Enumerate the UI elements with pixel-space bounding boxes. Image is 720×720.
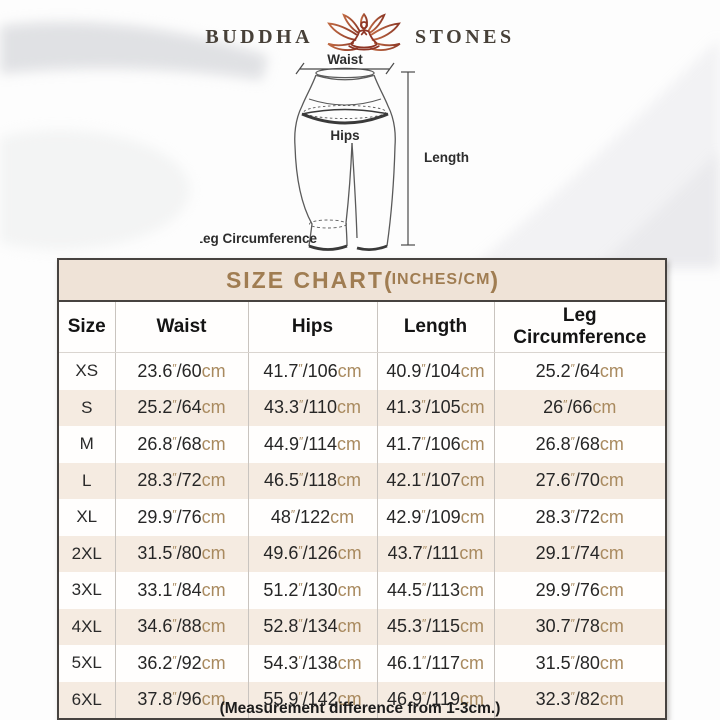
hips-cell: 51.2″/130cm — [247, 572, 377, 609]
lotus-meditation-icon — [327, 13, 401, 51]
leg-cell: 29.9″/76cm — [493, 572, 665, 609]
waist-cell: 28.3″/72cm — [114, 462, 248, 499]
length-cell: 42.1″/107cm — [376, 462, 494, 499]
leg-cell: 29.1″/74cm — [493, 535, 665, 572]
hips-cell: 48″/122cm — [247, 499, 377, 536]
size-cell: M — [79, 434, 94, 454]
hips-cell: 44.9″/114cm — [247, 426, 377, 463]
hips-cell: 55.9″/142cm — [247, 681, 377, 718]
table-row: S 25.2″/64cm 43.3″/110cm 41.3″/105cm 26″/66c… — [59, 389, 665, 426]
leg-cell: 27.6″/70cm — [493, 462, 665, 499]
waist-cell: 33.1″/84cm — [114, 572, 248, 609]
size-chart-title: SIZE CHART(INCHES/CM) — [59, 260, 665, 302]
length-cell: 46.1″/117cm — [376, 645, 494, 682]
length-cell: 46.9″/119cm — [376, 681, 494, 718]
size-cell: XS — [75, 361, 99, 381]
waist-cell: 36.2″/92cm — [114, 645, 248, 682]
table-row: L 28.3″/72cm 46.5″/118cm 42.1″/107cm 27.6″/7… — [59, 462, 665, 499]
waist-cell: 26.8″/68cm — [114, 426, 248, 463]
measurement-note: (Measurement difference from 1-3cm.) — [219, 700, 501, 717]
size-cell: 3XL — [71, 580, 102, 600]
hips-measure-line — [301, 112, 389, 125]
size-chart-title-text: SIZE CHART — [225, 266, 384, 293]
leg-cell: 25.2″/64cm — [493, 352, 665, 390]
leg-circumference-label: Leg Circumference — [200, 231, 317, 246]
column-header-length: Length — [376, 302, 494, 353]
pants-measurement-diagram: Waist Hips Length Leg Circumference — [200, 52, 469, 251]
length-cell: 44.5″/113cm — [376, 572, 494, 609]
hips-cell: 41.7″/106cm — [247, 352, 377, 390]
length-cell: 42.9″/109cm — [376, 499, 494, 536]
size-table-body: XS 23.6″/60cm 41.7″/106cm 40.9″/104cm 25.2″/… — [59, 352, 665, 718]
length-cell: 41.7″/106cm — [376, 426, 494, 463]
brand-header: BUDDHA — [0, 12, 720, 56]
title-paren-close: ) — [490, 266, 499, 293]
column-header-size: Size — [59, 302, 115, 353]
waist-cell: 31.5″/80cm — [114, 535, 248, 572]
table-row: XS 23.6″/60cm 41.7″/106cm 40.9″/104cm 25.2″/… — [59, 352, 665, 390]
column-header-waist: Waist — [114, 302, 248, 353]
measurement-guides — [295, 62, 415, 246]
hips-cell: 46.5″/118cm — [247, 462, 377, 499]
size-cell: S — [81, 397, 93, 417]
leg-cell: 31.5″/80cm — [493, 645, 665, 682]
waist-cell: 29.9″/76cm — [114, 499, 248, 536]
hips-cell: 54.3″/138cm — [247, 645, 377, 682]
column-header-row: Size Waist Hips Length Leg Circumference — [59, 302, 665, 353]
size-cell: XL — [76, 507, 98, 527]
table-row: 5XL 36.2″/92cm 54.3″/138cm 46.1″/117cm 31.5″… — [59, 645, 665, 682]
column-header-leg-circumference: Leg Circumference — [493, 302, 665, 353]
waist-cell: 34.6″/88cm — [114, 608, 248, 645]
table-row: 3XL 33.1″/84cm 51.2″/130cm 44.5″/113cm 29.9″… — [59, 572, 665, 609]
leg-cell: 32.3″/82cm — [493, 681, 665, 718]
size-cell: L — [82, 470, 92, 490]
leg-cell: 26″/66cm — [493, 389, 665, 426]
column-header-hips: Hips — [247, 302, 377, 353]
waist-cell: 23.6″/60cm — [114, 352, 248, 390]
pants-outline — [294, 67, 396, 251]
title-paren-open: ( — [383, 266, 392, 293]
length-cell: 41.3″/105cm — [376, 389, 494, 426]
brand-name-right: STONES — [415, 26, 515, 48]
hips-cell: 52.8″/134cm — [247, 608, 377, 645]
hips-cell: 49.6″/126cm — [247, 535, 377, 572]
length-cell: 45.3″/115cm — [376, 608, 494, 645]
table-row: 6XL 37.8″/96cm 55.9″/142cm 46.9″/119cm 32.3″… — [59, 681, 665, 718]
hips-cell: 43.3″/110cm — [247, 389, 377, 426]
size-cell: 4XL — [71, 616, 102, 636]
table-row: XL 29.9″/76cm 48″/122cm 42.9″/109cm 28.3″/72… — [59, 499, 665, 536]
brand-name-left: BUDDHA — [205, 26, 314, 48]
hips-label: Hips — [330, 128, 359, 143]
length-cell: 40.9″/104cm — [376, 352, 494, 390]
leg-cell: 26.8″/68cm — [493, 426, 665, 463]
waist-cell: 37.8″/96cm — [114, 681, 248, 718]
size-chart: SIZE CHART(INCHES/CM) Size Waist Hips Lengt… — [57, 258, 667, 720]
size-cell: 5XL — [71, 653, 102, 673]
table-row: M 26.8″/68cm 44.9″/114cm 41.7″/106cm 26.8″/6… — [59, 426, 665, 463]
size-chart-units: INCHES/CM — [391, 271, 491, 288]
size-cell: 6XL — [71, 689, 102, 709]
waist-label: Waist — [327, 52, 363, 67]
length-cell: 43.7″/111cm — [376, 535, 494, 572]
leg-cell: 28.3″/72cm — [493, 499, 665, 536]
length-label: Length — [424, 150, 469, 165]
size-cell: 2XL — [71, 543, 102, 563]
table-row: 4XL 34.6″/88cm 52.8″/134cm 45.3″/115cm 30.7″… — [59, 608, 665, 645]
waist-cell: 25.2″/64cm — [114, 389, 248, 426]
leg-cell: 30.7″/78cm — [493, 608, 665, 645]
size-table: Size Waist Hips Length Leg Circumference XS 2… — [59, 302, 665, 718]
table-row: 2XL 31.5″/80cm 49.6″/126cm 43.7″/111cm 29.1″… — [59, 535, 665, 572]
leg-circumference-measure-line — [309, 219, 347, 229]
